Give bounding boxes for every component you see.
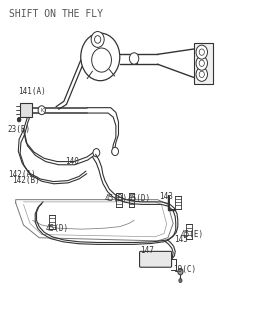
Bar — [20, 103, 32, 117]
Text: 141(A): 141(A) — [18, 87, 46, 96]
Circle shape — [112, 147, 119, 156]
Circle shape — [91, 32, 104, 47]
Circle shape — [196, 45, 208, 59]
Text: 45(E): 45(E) — [181, 230, 204, 239]
Text: K: K — [40, 108, 43, 113]
Text: 140: 140 — [65, 157, 79, 166]
Circle shape — [153, 256, 157, 261]
Circle shape — [199, 60, 204, 67]
Circle shape — [179, 279, 182, 283]
Text: 143: 143 — [159, 192, 173, 201]
Circle shape — [94, 36, 101, 43]
Circle shape — [196, 56, 208, 70]
Circle shape — [150, 253, 160, 265]
FancyBboxPatch shape — [140, 252, 171, 267]
Text: 19(C): 19(C) — [173, 265, 196, 274]
Circle shape — [17, 117, 21, 122]
Circle shape — [38, 106, 45, 115]
Circle shape — [92, 48, 112, 72]
Circle shape — [199, 71, 204, 77]
Circle shape — [81, 33, 120, 81]
Bar — [194, 43, 214, 84]
Circle shape — [199, 49, 204, 55]
Text: 23(B): 23(B) — [8, 125, 31, 134]
Text: 145: 145 — [174, 236, 188, 244]
Text: 142(B): 142(B) — [12, 176, 39, 185]
Text: 142(A): 142(A) — [8, 170, 36, 179]
Text: 45(D): 45(D) — [128, 194, 151, 203]
Text: SHIFT ON THE FLY: SHIFT ON THE FLY — [9, 9, 103, 19]
Circle shape — [129, 53, 139, 64]
Circle shape — [93, 148, 100, 157]
Circle shape — [178, 268, 183, 275]
Text: 147: 147 — [141, 246, 154, 255]
Text: 45(D): 45(D) — [104, 194, 127, 203]
Circle shape — [196, 68, 208, 81]
Text: 45(D): 45(D) — [45, 224, 69, 233]
